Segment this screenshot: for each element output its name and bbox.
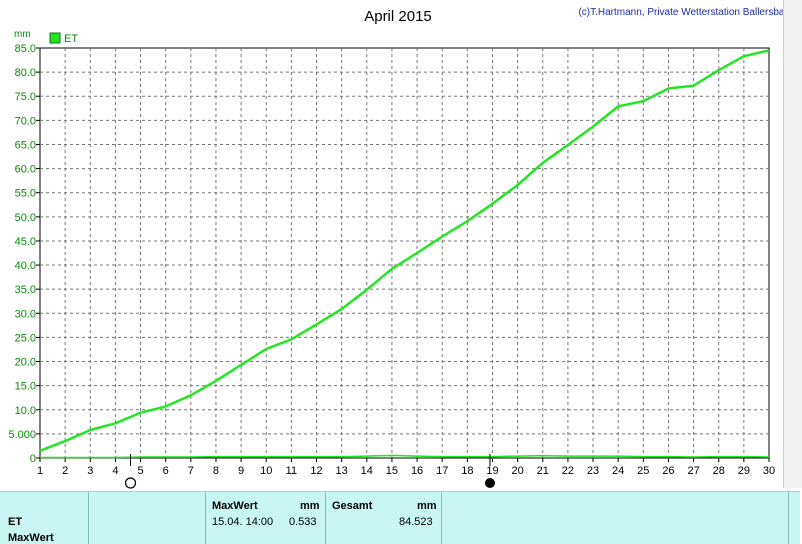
y-axis-unit: mm <box>14 29 31 40</box>
side-panel <box>783 0 802 488</box>
x-tick-label: 9 <box>238 465 244 477</box>
maxwert-datetime: 15.04. 14:00 <box>212 516 274 528</box>
legend-swatch-et <box>49 32 61 44</box>
et-chart: April 2015 (c)T.Hartmann, Private Wetter… <box>8 7 795 489</box>
y-tick-label: 45.0 <box>15 236 36 248</box>
x-tick-label: 3 <box>87 465 93 477</box>
gesamt-unit: mm <box>417 500 437 512</box>
x-tick-label: 12 <box>310 465 322 477</box>
x-tick-label: 4 <box>112 465 118 477</box>
x-tick-label: 30 <box>763 465 775 477</box>
summary-panel: ET MaxWert MaxWert mm 15.04. 14:00 0.533… <box>0 491 800 544</box>
row-label-maxwert: MaxWert <box>8 532 54 544</box>
grid <box>39 47 770 459</box>
maxwert-value: 0.533 <box>289 516 317 528</box>
x-tick-label: 5 <box>137 465 143 477</box>
gesamt-header: Gesamt <box>332 500 373 512</box>
x-tick-label: 18 <box>461 465 473 477</box>
x-tick-label: 28 <box>713 465 725 477</box>
y-tick-label: 65.0 <box>15 139 36 151</box>
gesamt-value: 84.523 <box>399 516 433 528</box>
panel-divider <box>788 492 789 544</box>
x-tick-label: 10 <box>260 465 272 477</box>
y-tick-label: 0 <box>30 453 36 465</box>
x-tick-label: 7 <box>188 465 194 477</box>
x-tick-label: 2 <box>62 465 68 477</box>
x-tick-label: 24 <box>612 465 624 477</box>
row-label-et: ET <box>8 516 23 528</box>
panel-divider <box>441 492 442 544</box>
legend-label-et: ET <box>64 33 78 45</box>
y-axis: 0 5.000 10.0 15.0 20.0 25.0 30.0 35.0 40.0 45.0 50… <box>8 43 40 465</box>
maxwert-header: MaxWert <box>212 500 258 512</box>
y-tick-label: 15.0 <box>15 381 36 393</box>
y-tick-label: 5.000 <box>8 429 36 441</box>
plot-frame <box>39 47 770 459</box>
moon-markers <box>124 454 495 489</box>
y-tick-label: 10.0 <box>15 405 36 417</box>
y-tick-label: 35.0 <box>15 284 36 296</box>
series-line-et <box>39 49 770 452</box>
x-tick-label: 19 <box>486 465 498 477</box>
y-tick-label: 20.0 <box>15 357 36 369</box>
x-tick-label: 25 <box>637 465 649 477</box>
series-group <box>39 49 770 459</box>
copyright-text: (c)T.Hartmann, Private Wetterstation Bal… <box>578 7 795 18</box>
full-moon-icon <box>124 477 137 489</box>
new-moon-icon <box>484 478 495 488</box>
y-tick-label: 70.0 <box>15 115 36 127</box>
series-line-et-daily <box>40 454 770 459</box>
x-tick-label: 14 <box>361 465 373 477</box>
x-tick-label: 21 <box>537 465 549 477</box>
y-tick-label: 30.0 <box>15 308 36 320</box>
panel-divider <box>325 492 326 544</box>
y-tick-label: 80.0 <box>15 67 36 79</box>
chart-title: April 2015 <box>364 8 432 25</box>
y-tick-label: 50.0 <box>15 212 36 224</box>
y-tick-label: 75.0 <box>15 91 36 103</box>
x-tick-label: 11 <box>286 465 297 477</box>
y-tick-label: 55.0 <box>15 188 36 200</box>
x-tick-label: 13 <box>336 465 348 477</box>
y-tick-label: 85.0 <box>15 43 36 55</box>
x-tick-label: 29 <box>738 465 750 477</box>
x-tick-label: 17 <box>436 465 448 477</box>
y-tick-label: 60.0 <box>15 164 36 176</box>
y-tick-label: 40.0 <box>15 260 36 272</box>
x-axis: 1 2 3 4 5 6 7 8 9 10 11 12 13 14 15 16 17 18 19 20 21 22 23 24 2… <box>37 458 775 477</box>
x-tick-label: 27 <box>687 465 699 477</box>
maxwert-unit: mm <box>300 500 320 512</box>
panel-divider <box>205 492 206 544</box>
x-tick-label: 8 <box>213 465 219 477</box>
x-tick-label: 1 <box>37 465 43 477</box>
panel-divider <box>88 492 89 544</box>
x-tick-label: 16 <box>411 465 423 477</box>
x-tick-label: 6 <box>163 465 169 477</box>
y-tick-label: 25.0 <box>15 332 36 344</box>
x-tick-label: 15 <box>386 465 398 477</box>
x-tick-label: 23 <box>587 465 599 477</box>
x-tick-label: 26 <box>662 465 674 477</box>
x-tick-label: 20 <box>511 465 523 477</box>
x-tick-label: 22 <box>562 465 574 477</box>
